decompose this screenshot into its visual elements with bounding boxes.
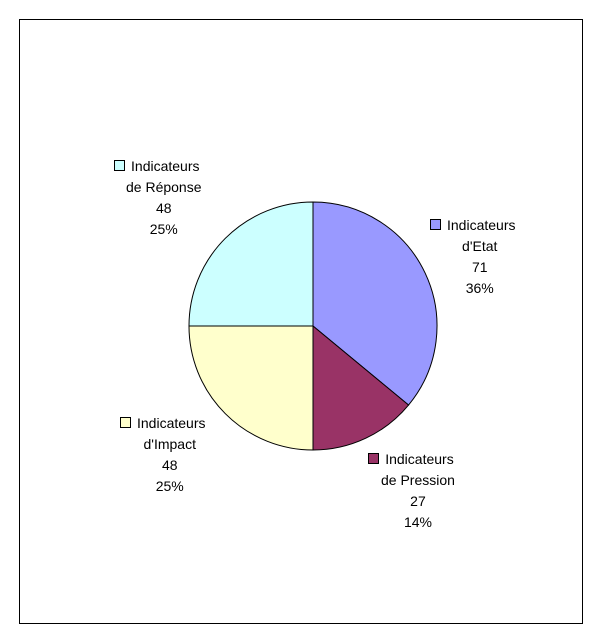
label-value-reponse: 48 — [155, 200, 172, 216]
pie-slice-impact — [188, 325, 314, 451]
pie-slice-etat — [312, 201, 438, 406]
data-label-pression: Indicateurs de Pression 27 14% — [367, 449, 455, 533]
label-name-etat-1: Indicateurs — [447, 217, 516, 233]
label-percent-etat: 36% — [465, 280, 494, 296]
label-value-pression: 27 — [410, 493, 426, 509]
label-value-etat: 71 — [471, 259, 488, 275]
data-label-impact: Indicateurs d'Impact 48 25% — [120, 413, 205, 497]
pie-slice-reponse — [188, 201, 314, 327]
legend-swatch-etat — [430, 219, 441, 230]
label-name-pression-2: de Pression — [381, 472, 455, 488]
chart-frame: Indicateurs d'Etat 71 36% Indicateurs de… — [19, 19, 583, 624]
label-name-etat-2: d'Etat — [462, 238, 498, 254]
label-name-impact-1: Indicateurs — [137, 415, 206, 431]
legend-swatch-impact — [120, 417, 131, 428]
label-name-reponse-2: de Réponse — [126, 179, 202, 195]
label-name-impact-2: d'Impact — [143, 436, 196, 452]
label-percent-pression: 14% — [403, 514, 432, 530]
pie-slice-pression — [312, 324, 410, 451]
label-percent-impact: 25% — [155, 478, 184, 494]
legend-swatch-reponse — [114, 160, 126, 171]
label-name-reponse-1: Indicateurs — [131, 158, 200, 174]
label-name-pression-1: Indicateurs — [385, 451, 454, 467]
legend-swatch-pression — [368, 453, 380, 464]
data-label-etat: Indicateurs d'Etat 71 36% — [430, 215, 515, 299]
label-percent-reponse: 25% — [149, 221, 178, 237]
pie-chart — [188, 201, 438, 451]
label-value-impact: 48 — [161, 457, 178, 473]
data-label-reponse: Indicateurs de Réponse 48 25% — [112, 156, 202, 240]
